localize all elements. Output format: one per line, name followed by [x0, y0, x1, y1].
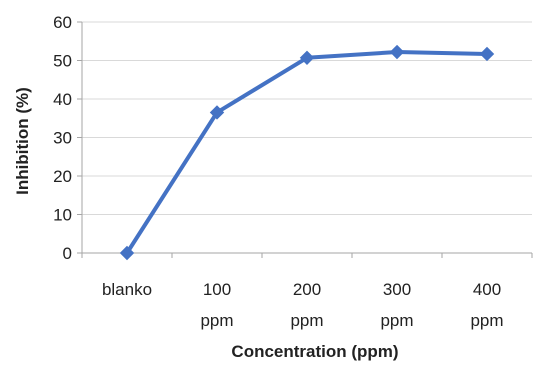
x-axis-ticks: blanko 100 ppm 200 ppm 300 ppm 400 ppm: [81, 253, 533, 330]
y-tick-label: 50: [53, 52, 72, 71]
y-axis-title: Inhibition (%): [13, 87, 32, 195]
data-point-marker: [299, 50, 315, 66]
y-tick-label: 10: [53, 206, 72, 225]
series-line: [125, 50, 489, 255]
x-tick-label: 200 ppm: [290, 280, 323, 330]
x-tick-label: 400 ppm: [470, 280, 503, 330]
y-tick-label: 30: [53, 129, 72, 148]
data-point-marker: [209, 105, 225, 120]
y-tick-label: 60: [53, 13, 72, 32]
x-tick-label: 300 ppm: [380, 280, 413, 330]
y-tick-label: 20: [53, 167, 72, 186]
x-tick-label: 100 ppm: [200, 280, 233, 330]
y-axis-ticks: 0 10 20 30 40 50 60: [53, 13, 82, 263]
series: [119, 44, 495, 261]
y-tick-label: 0: [63, 244, 72, 263]
y-tick-label: 40: [53, 90, 72, 109]
x-tick-label: blanko: [102, 280, 152, 299]
x-axis-title: Concentration (ppm): [231, 342, 398, 361]
data-point-marker: [479, 46, 495, 62]
data-point-marker: [389, 44, 405, 60]
data-point-marker: [119, 245, 135, 261]
